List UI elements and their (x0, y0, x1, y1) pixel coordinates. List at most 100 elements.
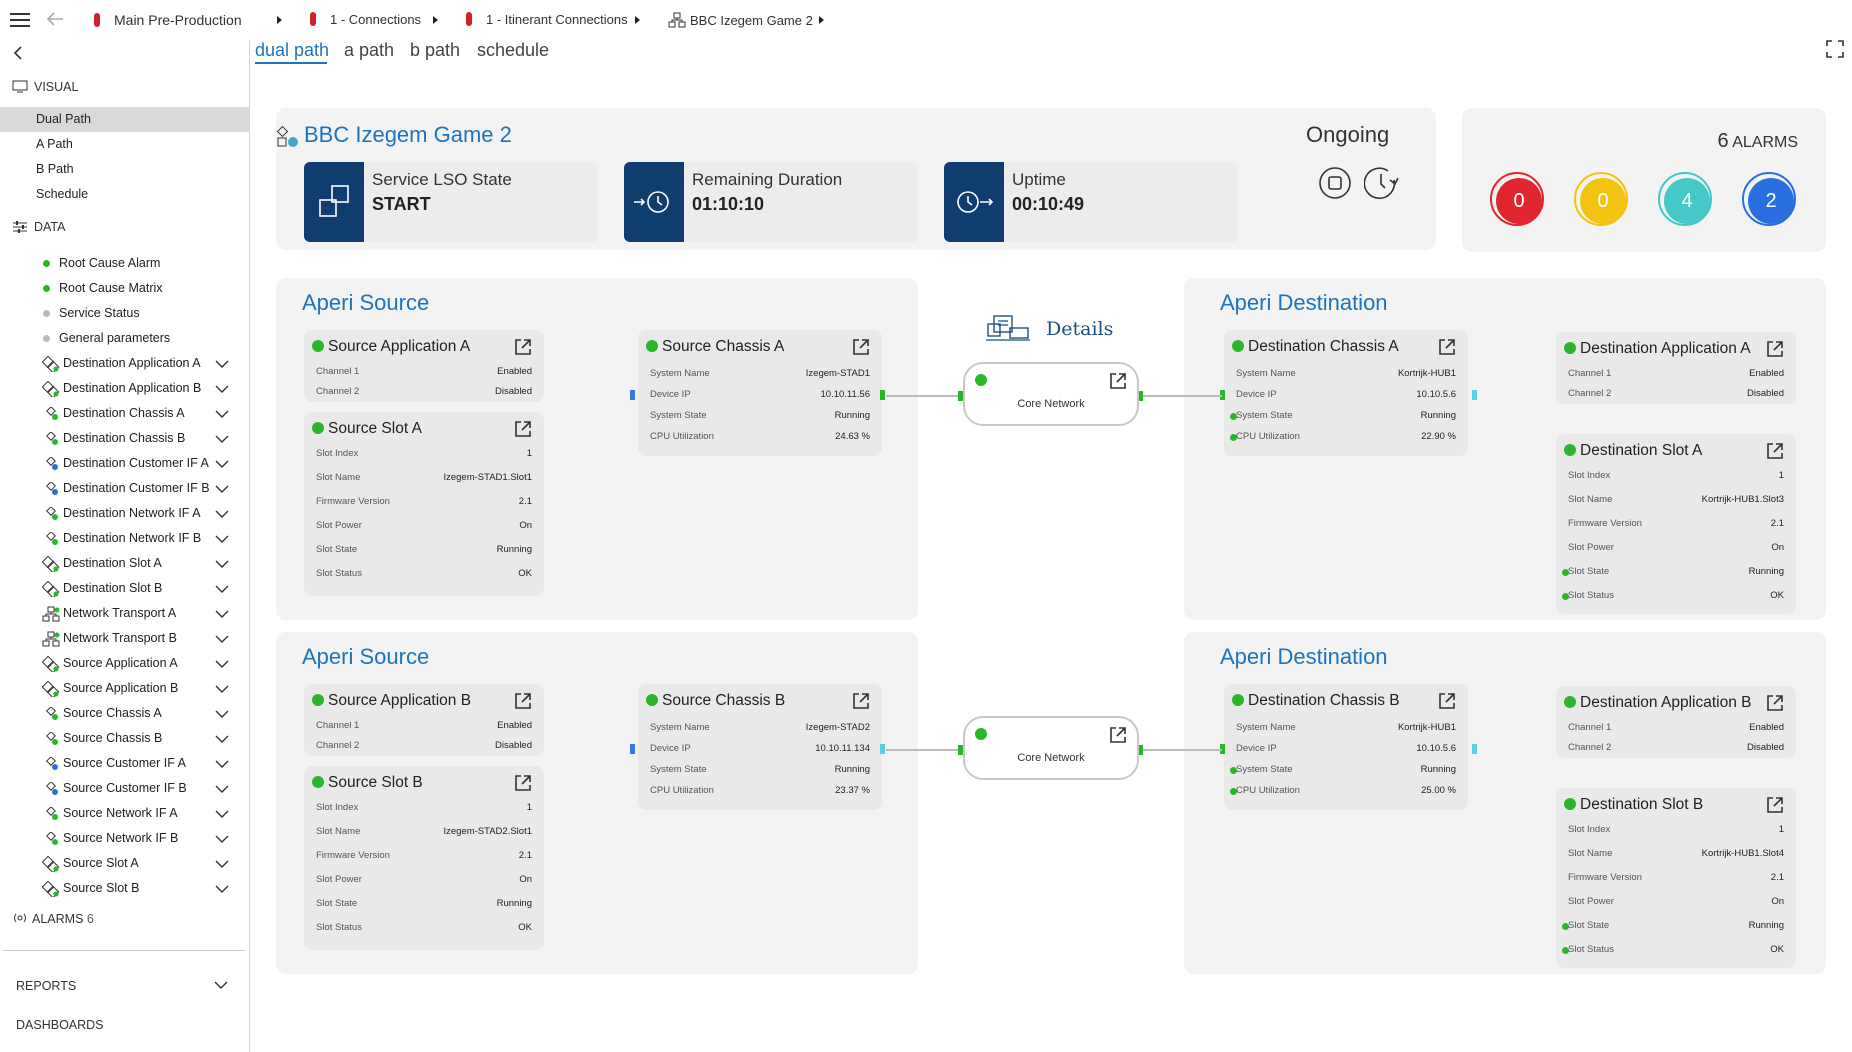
alarms-section[interactable]: ALARMS 6 (12, 912, 94, 926)
external-link-icon[interactable] (852, 338, 870, 356)
status-dot (312, 776, 324, 788)
external-link-icon[interactable] (514, 774, 532, 792)
dashboards-section[interactable]: DASHBOARDS (16, 1018, 104, 1032)
sidebar-data-item[interactable]: Root Cause Alarm (0, 251, 249, 276)
external-link-icon[interactable] (1766, 694, 1784, 712)
external-link-icon[interactable] (852, 692, 870, 710)
sidebar-data-item[interactable]: Source Application A (0, 651, 249, 676)
active-tab-indicator (255, 62, 327, 64)
chevron-down-icon[interactable] (215, 507, 229, 521)
alarm-severity-2[interactable]: 4 (1658, 172, 1712, 226)
stop-icon[interactable] (1318, 166, 1352, 200)
menu-icon[interactable] (10, 12, 30, 28)
back-arrow-icon[interactable] (46, 11, 64, 27)
chevron-right-icon (819, 16, 824, 24)
chevron-down-icon[interactable] (215, 607, 229, 621)
chevron-down-icon[interactable] (215, 557, 229, 571)
external-link-icon[interactable] (1766, 442, 1784, 460)
tab-schedule[interactable]: schedule (477, 40, 550, 60)
chevron-down-icon[interactable] (215, 707, 229, 721)
sidebar-data-item[interactable]: General parameters (0, 326, 249, 351)
chevron-down-icon[interactable] (215, 582, 229, 596)
chevron-down-icon[interactable] (215, 732, 229, 746)
breadcrumb-item-1[interactable]: Main Pre-Production (94, 12, 242, 28)
chevron-down-icon[interactable] (215, 382, 229, 396)
tab-a-path[interactable]: a path (344, 40, 395, 60)
breadcrumb-item-4[interactable]: BBC Izegem Game 2 (668, 12, 813, 28)
tab-dual-path[interactable]: dual path (255, 40, 330, 60)
reports-section[interactable]: REPORTS (16, 979, 77, 993)
sidebar-data-item[interactable]: Source Customer IF B (0, 776, 249, 801)
sidebar-data-item[interactable]: Destination Slot A (0, 551, 249, 576)
status-dot (43, 260, 50, 267)
external-link-icon[interactable] (1438, 692, 1456, 710)
sidebar-data-item[interactable]: Destination Chassis B (0, 426, 249, 451)
chevron-down-icon[interactable] (215, 432, 229, 446)
sidebar-data-item[interactable]: Network Transport A (0, 601, 249, 626)
sidebar-data-item[interactable]: Destination Customer IF B (0, 476, 249, 501)
sidebar-data-item[interactable]: Source Slot A (0, 851, 249, 876)
collapse-chevron-icon[interactable] (12, 45, 24, 61)
breadcrumb-item-2[interactable]: 1 - Connections (310, 12, 421, 27)
sidebar-data-item[interactable]: Destination Network IF A (0, 501, 249, 526)
chevron-down-icon[interactable] (214, 980, 228, 990)
details-link[interactable]: Details (1046, 318, 1114, 340)
chevron-down-icon[interactable] (215, 632, 229, 646)
external-link-icon[interactable] (1766, 340, 1784, 358)
chevron-down-icon[interactable] (215, 532, 229, 546)
table-row: Firmware Version 2.1 (1568, 872, 1784, 883)
chevron-down-icon[interactable] (215, 807, 229, 821)
chevron-down-icon[interactable] (215, 857, 229, 871)
core-network-node[interactable]: Core Network (963, 716, 1139, 780)
sidebar-data-item[interactable]: Destination Customer IF A (0, 451, 249, 476)
external-link-icon[interactable] (1109, 726, 1127, 744)
alarm-severity-1[interactable]: 0 (1574, 172, 1628, 226)
status-dot (312, 422, 324, 434)
chevron-down-icon[interactable] (215, 407, 229, 421)
chevron-down-icon[interactable] (215, 782, 229, 796)
schedule-clock-icon[interactable] (1364, 166, 1400, 200)
external-link-icon[interactable] (1109, 372, 1127, 390)
sidebar-data-item[interactable]: Destination Application A (0, 351, 249, 376)
external-link-icon[interactable] (514, 692, 532, 710)
sidebar-data-item[interactable]: Source Chassis B (0, 726, 249, 751)
fullscreen-icon[interactable] (1826, 40, 1844, 58)
sidebar-data-item[interactable]: Destination Slot B (0, 576, 249, 601)
external-link-icon[interactable] (514, 338, 532, 356)
sidebar-data-item[interactable]: Source Customer IF A (0, 751, 249, 776)
external-link-icon[interactable] (514, 420, 532, 438)
core-network-node[interactable]: Core Network (963, 362, 1139, 426)
sidebar-data-item[interactable]: Destination Chassis A (0, 401, 249, 426)
alarm-severity-0[interactable]: 0 (1490, 172, 1544, 226)
sidebar-data-item[interactable]: Destination Application B (0, 376, 249, 401)
sidebar-data-item[interactable]: Network Transport B (0, 626, 249, 651)
sidebar-visual-item[interactable]: Dual Path (0, 107, 249, 132)
sidebar-data-item[interactable]: Source Network IF B (0, 826, 249, 851)
sidebar-data-item[interactable]: Source Network IF A (0, 801, 249, 826)
status-dot (43, 310, 50, 317)
sidebar-visual-item[interactable]: B Path (36, 162, 74, 176)
external-link-icon[interactable] (1766, 796, 1784, 814)
sidebar-data-item[interactable]: Service Status (0, 301, 249, 326)
external-link-icon[interactable] (1438, 338, 1456, 356)
sidebar-data-item[interactable]: Source Slot B (0, 876, 249, 901)
chevron-down-icon[interactable] (215, 657, 229, 671)
chevron-down-icon[interactable] (215, 832, 229, 846)
sidebar-data-item[interactable]: Root Cause Matrix (0, 276, 249, 301)
details-icon[interactable] (986, 314, 1030, 344)
chevron-down-icon[interactable] (215, 682, 229, 696)
tab-b-path[interactable]: b path (410, 40, 461, 60)
sidebar-data-item[interactable]: Destination Network IF B (0, 526, 249, 551)
chevron-down-icon[interactable] (215, 482, 229, 496)
breadcrumb-item-3[interactable]: 1 - Itinerant Connections (466, 12, 628, 27)
chevron-down-icon[interactable] (215, 757, 229, 771)
sidebar-data-item[interactable]: Source Chassis A (0, 701, 249, 726)
chevron-down-icon[interactable] (215, 882, 229, 896)
sidebar-data-item[interactable]: Source Application B (0, 676, 249, 701)
sidebar-visual-item[interactable]: Schedule (36, 187, 89, 201)
sidebar-visual-item[interactable]: A Path (36, 137, 73, 151)
chevron-down-icon[interactable] (215, 357, 229, 371)
alarm-severity-3[interactable]: 2 (1742, 172, 1796, 226)
chevron-down-icon[interactable] (215, 457, 229, 471)
card-title: Source Chassis B (662, 692, 786, 709)
